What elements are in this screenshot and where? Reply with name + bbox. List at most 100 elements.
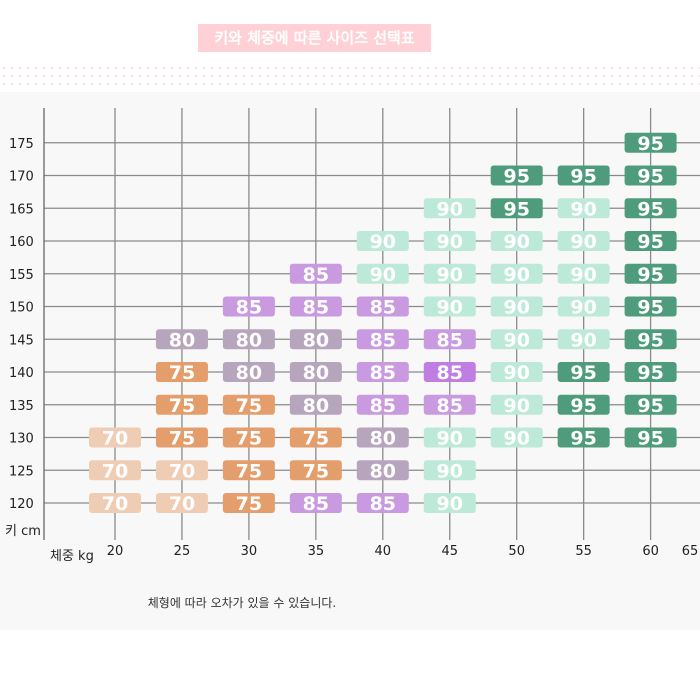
size-cell-box [222, 362, 275, 382]
size-cell: 75 [289, 427, 342, 450]
size-cell-label: 80 [169, 329, 195, 351]
size-cell-label: 95 [570, 395, 596, 417]
size-cell-label: 95 [637, 395, 663, 417]
size-cell: 90 [490, 427, 543, 450]
size-cell-box [557, 394, 610, 415]
size-cell-label: 90 [437, 460, 463, 482]
size-cell: 90 [490, 263, 543, 286]
size-cell-box [557, 362, 610, 382]
size-cell: 95 [624, 329, 677, 351]
size-cell: 80 [356, 427, 409, 450]
x-tick-label: 55 [575, 544, 592, 559]
size-cell-box [423, 263, 476, 284]
size-cell-box [89, 427, 141, 448]
size-cell: 75 [222, 394, 275, 417]
size-cell-label: 85 [303, 297, 329, 319]
size-cell-box [557, 165, 610, 186]
size-cell-box [423, 198, 476, 219]
size-cell: 95 [557, 427, 610, 450]
size-cell-label: 75 [303, 460, 329, 482]
size-cell-box [490, 329, 543, 350]
size-cell-box [356, 263, 409, 284]
size-cell-box [423, 329, 476, 350]
size-cell-label: 75 [236, 395, 262, 417]
y-tick-label: 170 [9, 170, 34, 185]
size-cell: 85 [222, 296, 275, 319]
size-cell: 80 [289, 394, 342, 417]
size-cell-label: 90 [437, 231, 463, 253]
size-cell-box [89, 460, 141, 481]
size-cell-box [356, 362, 409, 382]
size-cell-label: 75 [169, 428, 195, 450]
size-cell-label: 85 [370, 493, 396, 515]
size-cell: 85 [289, 296, 342, 319]
size-cell-label: 95 [637, 231, 663, 253]
y-tick-label: 165 [9, 202, 34, 217]
footnote: 체형에 따라 오차가 있을 수 있습니다. [147, 596, 337, 610]
size-cell-box [624, 231, 677, 251]
size-cell-box [624, 394, 677, 415]
y-tick-label: 130 [9, 432, 34, 447]
size-cell-label: 90 [570, 231, 596, 253]
size-cell-label: 90 [503, 329, 529, 351]
size-cell-label: 85 [437, 329, 463, 351]
size-cell: 90 [356, 231, 409, 253]
size-cell-box [624, 427, 677, 448]
size-cell-box [356, 427, 409, 448]
size-cell: 90 [423, 198, 476, 220]
size-cell-box [557, 427, 610, 448]
size-cell-box [89, 493, 141, 513]
size-cell: 90 [490, 231, 543, 253]
size-cell: 90 [490, 329, 543, 351]
size-cell-box [222, 394, 275, 415]
size-cell: 75 [155, 362, 208, 384]
size-cell: 85 [356, 394, 409, 417]
size-cell-box [624, 296, 677, 317]
size-cell-box [624, 132, 677, 153]
x-tick-label: 20 [107, 544, 124, 559]
size-cell: 95 [490, 198, 543, 220]
size-cell-label: 90 [570, 329, 596, 351]
size-cell-box [289, 427, 342, 448]
size-cell-box [557, 198, 610, 219]
size-cell-box [490, 427, 543, 448]
size-cell: 75 [222, 493, 275, 515]
size-cell-box [222, 329, 275, 350]
y-tick-label: 135 [9, 399, 34, 414]
size-cell-label: 95 [637, 264, 663, 286]
size-cell-box [356, 493, 409, 513]
size-cell-label: 95 [570, 166, 596, 188]
size-cell-box [155, 460, 208, 481]
size-cell-box [423, 231, 476, 251]
size-cell: 95 [557, 362, 610, 384]
size-cell-label: 85 [437, 395, 463, 417]
x-tick-label: 50 [508, 544, 525, 559]
size-cell-box [222, 296, 275, 317]
size-cell-box [356, 394, 409, 415]
size-cell-box [423, 460, 476, 481]
size-cell-label: 80 [303, 329, 329, 351]
size-cell-label: 95 [637, 133, 663, 155]
size-cell-box [490, 263, 543, 284]
size-cell-label: 85 [370, 362, 396, 384]
size-cell-box [490, 165, 543, 186]
size-cell: 95 [624, 427, 677, 450]
size-cell-box [624, 263, 677, 284]
size-cell: 90 [423, 231, 476, 253]
size-cell: 80 [356, 460, 409, 482]
size-cell-label: 70 [102, 460, 128, 482]
size-cell: 85 [356, 493, 409, 515]
size-cell: 75 [155, 394, 208, 417]
size-cell-box [289, 493, 342, 513]
size-cell: 90 [490, 296, 543, 319]
size-cell: 75 [222, 427, 275, 450]
size-cell: 95 [624, 296, 677, 319]
size-cell: 90 [490, 394, 543, 417]
size-cell: 90 [423, 263, 476, 286]
size-cell: 95 [624, 198, 677, 220]
size-cell-box [423, 362, 476, 382]
size-cell-box [289, 263, 342, 284]
size-cell-label: 90 [437, 493, 463, 515]
size-cell-box [557, 263, 610, 284]
dotted-divider [0, 64, 700, 90]
